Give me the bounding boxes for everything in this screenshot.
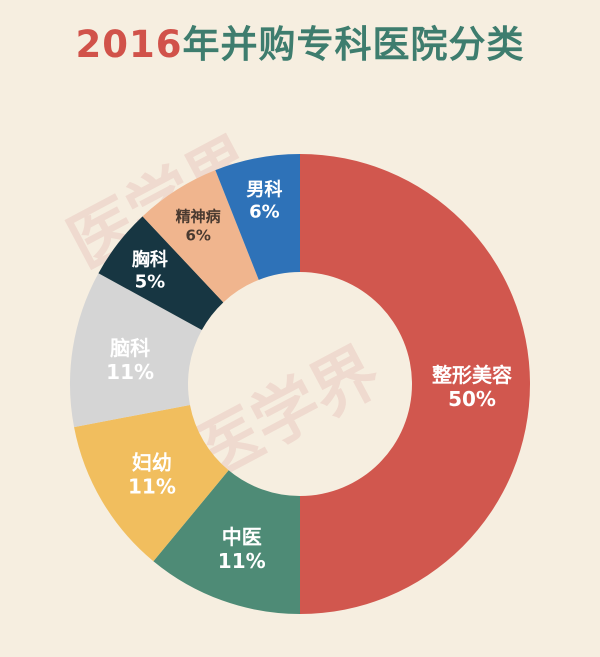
slice-label-1: 中医	[222, 525, 262, 549]
slice-6	[215, 154, 300, 280]
slice-value-5: 6%	[185, 227, 210, 245]
slice-label-6: 男科	[246, 178, 282, 200]
slice-4	[98, 216, 224, 331]
slice-0	[300, 154, 530, 614]
slice-value-1: 11%	[218, 549, 266, 573]
chart-title: 2016年并购专科医院分类	[0, 14, 600, 68]
slice-2	[74, 404, 229, 562]
slice-3	[69, 273, 202, 428]
slice-label-5: 精神病	[176, 208, 221, 226]
slice-value-4: 5%	[135, 272, 166, 293]
slice-value-3: 11%	[106, 360, 154, 384]
title-text: 年并购专科医院分类	[182, 23, 525, 66]
slice-label-4: 胸科	[132, 249, 168, 271]
slice-value-0: 50%	[448, 387, 496, 411]
slice-value-6: 6%	[249, 201, 280, 222]
slice-value-2: 11%	[128, 475, 176, 499]
slice-1	[153, 470, 300, 614]
slice-5	[142, 170, 259, 303]
donut-slices	[69, 154, 530, 614]
slice-label-0: 整形美容	[431, 363, 512, 387]
slice-label-2: 妇幼	[132, 451, 172, 475]
title-year: 2016	[75, 23, 183, 66]
slice-label-3: 脑科	[110, 336, 150, 360]
